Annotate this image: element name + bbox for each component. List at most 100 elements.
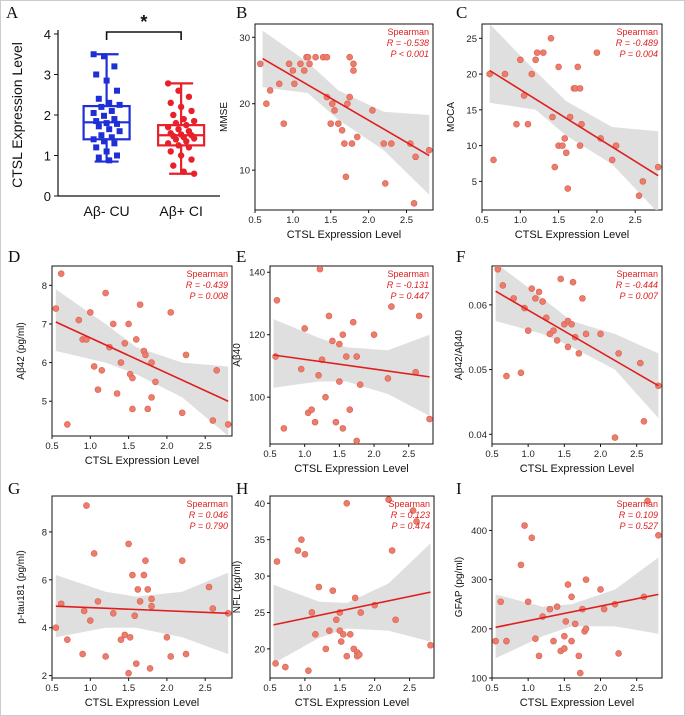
stat-method: Spearman (616, 27, 658, 37)
data-point (328, 100, 336, 108)
data-point (564, 185, 572, 192)
data-point (95, 123, 102, 130)
data-point (144, 586, 152, 593)
data-point (164, 140, 172, 147)
y-tick-label: 2 (44, 108, 51, 123)
data-point (339, 631, 347, 638)
data-point (615, 350, 622, 357)
data-point (524, 327, 532, 335)
data-point (167, 148, 174, 155)
data-point (188, 107, 195, 115)
stat-p: P = 0.527 (620, 521, 659, 531)
y-axis-label: Aβ40 (232, 343, 243, 367)
regression-line (262, 57, 430, 157)
data-point (172, 136, 180, 143)
data-point (582, 625, 590, 633)
data-point (224, 421, 232, 428)
y-tick-label: 4 (44, 27, 51, 42)
data-point (339, 331, 347, 339)
panel-letter-c: C (456, 3, 467, 22)
data-point (336, 340, 343, 348)
data-point (532, 56, 539, 64)
y-tick-label: 100 (471, 674, 487, 685)
data-point (337, 638, 345, 645)
data-point (392, 616, 399, 624)
data-point (282, 663, 289, 671)
data-point (177, 152, 185, 159)
data-point (568, 593, 575, 601)
panel-letter-b: B (236, 3, 247, 22)
x-tick-label: 2.5 (400, 215, 413, 226)
data-point (513, 120, 520, 128)
data-point (114, 87, 120, 94)
x-tick-label: 1.0 (84, 441, 97, 452)
data-point (175, 142, 182, 149)
x-tick-label: 2.0 (362, 215, 375, 226)
x-tick-label: 1.5 (324, 215, 337, 226)
data-point (108, 134, 115, 141)
data-point (341, 140, 348, 147)
data-point (582, 330, 590, 338)
x-axis-label: CTSL Expression Level (295, 697, 410, 709)
data-point (308, 609, 316, 616)
data-point (170, 162, 177, 169)
data-point (384, 375, 392, 382)
panel-letter-h: H (236, 479, 248, 498)
y-tick-label: 10 (466, 141, 477, 152)
data-point (142, 351, 149, 359)
data-point (98, 132, 105, 139)
x-tick-label: 0.5 (485, 683, 498, 694)
data-point (185, 93, 193, 100)
data-point (308, 406, 315, 413)
panel-g: G 0.5 1.0 1.5 2.0 2.5 2 4 6 8 CTSL Expression Leve… (8, 479, 233, 709)
data-point (348, 140, 356, 147)
data-point (117, 359, 125, 366)
box-group-cu: Aβ- CU (82, 51, 131, 219)
data-point (125, 540, 132, 548)
data-point (136, 301, 144, 308)
x-tick-label: 2.0 (590, 215, 603, 226)
data-point (551, 163, 559, 171)
data-point (90, 136, 97, 143)
data-point (111, 116, 118, 123)
data-point (131, 612, 139, 620)
data-point (346, 406, 354, 413)
x-tick-label: 1.0 (522, 449, 535, 460)
regression-line (495, 593, 659, 629)
y-tick-label: 20 (254, 644, 265, 655)
data-point (336, 378, 343, 385)
y-tick-label: 5 (42, 397, 47, 408)
panel-d: D 0.5 1.0 1.5 2.0 2.5 5 6 7 8 CTSL Expression Leve… (8, 247, 233, 467)
data-point (557, 275, 565, 283)
confidence-band (495, 557, 659, 659)
y-tick-label: 40 (254, 499, 265, 510)
data-point (571, 620, 579, 628)
data-point (298, 536, 305, 543)
x-tick-label: 2.5 (199, 441, 212, 452)
data-point (80, 607, 88, 615)
y-axis-label: MOCA (446, 102, 457, 132)
data-point (144, 405, 152, 413)
data-point (101, 138, 107, 145)
data-point (346, 93, 353, 101)
y-tick-label: 7 (42, 319, 47, 330)
data-point (426, 415, 433, 423)
data-point (635, 192, 643, 199)
data-point (501, 70, 509, 78)
data-point (312, 631, 319, 638)
data-point (315, 371, 322, 379)
data-point (322, 393, 329, 401)
data-point (52, 305, 60, 312)
data-point (266, 87, 274, 94)
confidence-band (273, 319, 430, 416)
data-point (83, 502, 90, 509)
data-point (64, 421, 71, 428)
data-point (343, 652, 351, 660)
data-point (126, 633, 134, 641)
data-point (163, 633, 171, 641)
x-tick-label: 2.0 (368, 683, 381, 694)
data-point (170, 111, 177, 119)
data-point (533, 49, 541, 56)
data-point (121, 339, 129, 347)
data-point (183, 138, 190, 145)
